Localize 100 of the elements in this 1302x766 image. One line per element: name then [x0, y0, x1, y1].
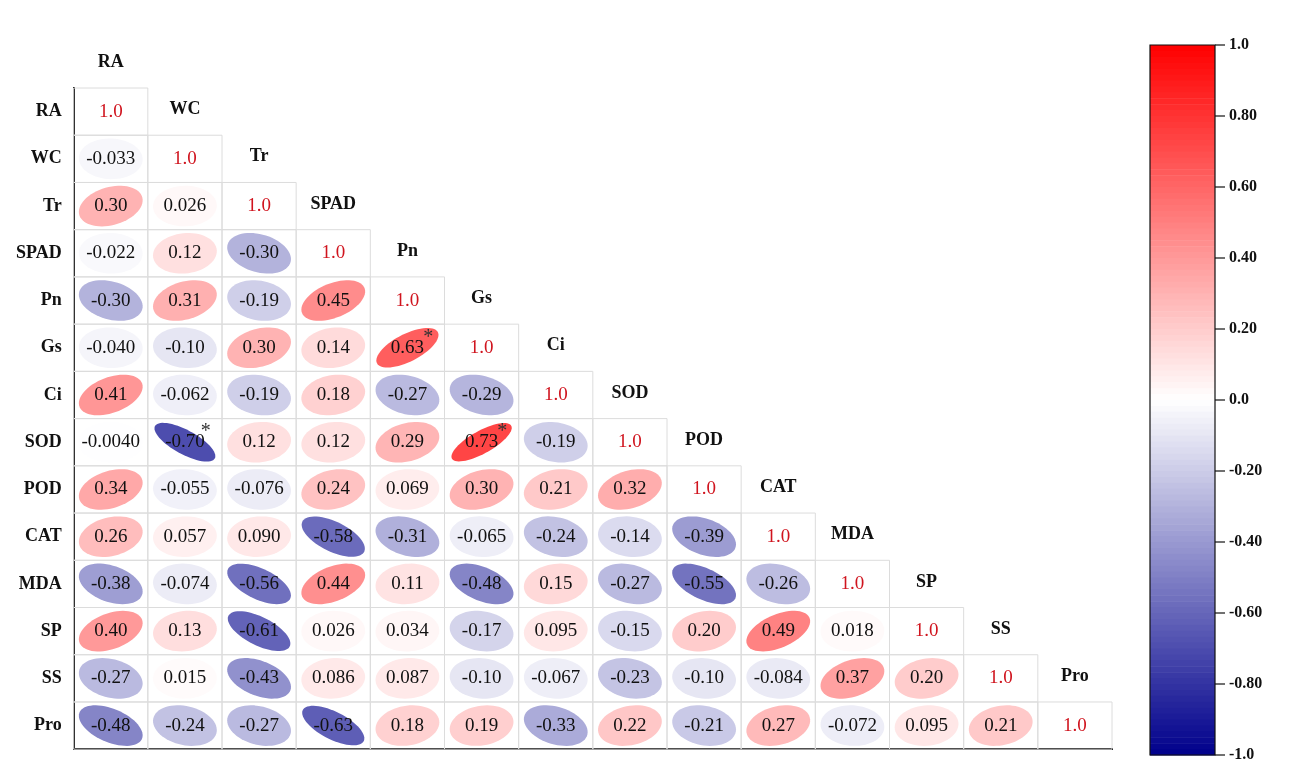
data-label: -0.61: [239, 619, 279, 641]
data-label: 0.018: [831, 619, 874, 641]
text: 1.0: [618, 430, 642, 452]
y-tick-label: MDA: [18, 572, 62, 593]
data-label: 0.34: [94, 477, 128, 499]
data-label: 0.12: [168, 241, 202, 263]
y-tick-label: Gs: [40, 336, 62, 357]
data-label: 0.63*: [390, 324, 434, 357]
data-label: -0.38: [90, 571, 131, 593]
color-bar-label: 0.40: [1229, 248, 1257, 266]
data-label: -0.48: [90, 713, 131, 735]
data-label: -0.10: [461, 666, 502, 688]
data-label: -0.055: [160, 477, 210, 499]
color-bar-label: 0.80: [1229, 106, 1257, 124]
data-label: 0.21: [984, 713, 1018, 735]
y-tick-label: SOD: [24, 430, 62, 451]
data-label: -0.29: [461, 382, 502, 404]
data-label: -0.074: [160, 571, 210, 593]
data-label: -0.0040: [81, 430, 141, 452]
data-label: -0.48: [461, 571, 502, 593]
text: 1.0: [840, 571, 865, 593]
data-label: -0.19: [535, 430, 576, 452]
color-bar-label: 0.20: [1229, 319, 1257, 337]
y-tick-label: Tr: [43, 194, 62, 215]
data-label: 0.49: [761, 619, 795, 641]
data-label: -0.022: [86, 241, 136, 263]
data-label: -0.31: [387, 524, 428, 546]
data-label: 0.73*: [464, 419, 508, 452]
data-label: 0.29: [390, 430, 425, 452]
data-label: -0.23: [610, 666, 650, 688]
data-label: 0.026: [163, 194, 207, 216]
data-label: -0.15: [610, 619, 650, 641]
data-label: -0.21: [684, 713, 724, 735]
text: 1.0: [692, 477, 716, 499]
data-label: 0.086: [311, 666, 355, 688]
data-label: -0.14: [610, 524, 651, 546]
data-label: 0.21: [539, 477, 573, 499]
data-label: -0.072: [827, 713, 877, 735]
data-label: -0.30: [90, 288, 131, 310]
data-label: -0.19: [239, 288, 279, 310]
data-label: 0.26: [94, 524, 128, 546]
data-label: 0.026: [311, 619, 355, 641]
data-label: -0.065: [457, 524, 507, 546]
data-label: -0.076: [234, 477, 284, 499]
data-label: -0.43: [239, 666, 279, 688]
color-bar-label: 0.0: [1229, 390, 1249, 408]
y-tick-label: Pro: [34, 714, 62, 735]
text: 1.0: [173, 146, 197, 168]
data-label: 0.13: [168, 619, 202, 641]
data-label: 0.31: [168, 288, 202, 310]
color-bar-label: -1.0: [1229, 745, 1255, 763]
text: 1.0: [98, 99, 123, 121]
text: 1.0: [321, 241, 346, 263]
text: 1.0: [395, 288, 420, 310]
data-label: 0.30: [464, 477, 499, 499]
color-bar-label: -0.80: [1229, 674, 1263, 692]
data-label: -0.30: [239, 241, 279, 263]
y-tick-label: Ci: [43, 383, 62, 404]
data-label: 0.087: [386, 666, 429, 688]
data-label: 0.057: [163, 524, 207, 546]
data-label: -0.040: [86, 335, 136, 357]
data-label: -0.17: [461, 619, 502, 641]
y-tick-label: SPAD: [16, 241, 62, 262]
data-label: -0.27: [90, 666, 131, 688]
data-label: -0.27: [387, 382, 428, 404]
color-bar-label: 1.0: [1229, 35, 1249, 53]
color-bar-label: -0.40: [1229, 532, 1263, 550]
data-label: -0.084: [753, 666, 804, 688]
data-label: 0.095: [534, 619, 578, 641]
data-label: -0.19: [239, 382, 279, 404]
y-tick-label: CAT: [25, 525, 62, 546]
data-label: 0.18: [316, 382, 350, 404]
text: 1.0: [247, 194, 271, 216]
data-label: 0.015: [163, 666, 207, 688]
y-tick-label: POD: [23, 478, 62, 499]
data-label: -0.24: [165, 713, 206, 735]
data-label: 0.069: [386, 477, 429, 499]
data-label: 0.090: [237, 524, 281, 546]
data-label: 0.20: [687, 619, 721, 641]
data-label: 0.22: [613, 713, 647, 735]
data-label: 0.12: [242, 430, 276, 452]
color-bar-label: 0.60: [1229, 177, 1257, 195]
data-label: 0.24: [316, 477, 351, 499]
y-tick-label: WC: [30, 147, 62, 168]
text: 1.0: [543, 382, 568, 404]
data-label: 0.18: [390, 713, 425, 735]
data-label: -0.33: [535, 713, 576, 735]
data-label: -0.27: [610, 571, 650, 593]
data-label: 0.30: [242, 335, 276, 357]
data-label: 0.19: [464, 713, 499, 735]
data-label: 0.034: [386, 619, 430, 641]
text: 1.0: [914, 619, 939, 641]
y-tick-label: Pn: [40, 289, 62, 310]
data-label: -0.56: [239, 571, 279, 593]
data-label: 0.41: [94, 382, 128, 404]
data-label: -0.10: [165, 335, 205, 357]
data-label: 0.20: [909, 666, 944, 688]
data-label: -0.70*: [165, 419, 211, 452]
text: 1.0: [469, 335, 494, 357]
data-label: 0.095: [905, 713, 948, 735]
